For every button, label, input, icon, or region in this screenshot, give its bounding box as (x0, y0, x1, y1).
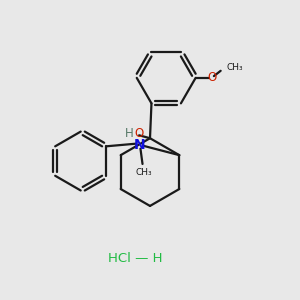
Text: N: N (134, 138, 146, 152)
Text: O: O (207, 71, 217, 84)
Text: CH₃: CH₃ (226, 63, 243, 72)
Text: H: H (125, 127, 134, 140)
Text: O: O (134, 127, 144, 140)
Text: CH₃: CH₃ (136, 167, 152, 176)
Text: HCl — H: HCl — H (108, 252, 163, 266)
